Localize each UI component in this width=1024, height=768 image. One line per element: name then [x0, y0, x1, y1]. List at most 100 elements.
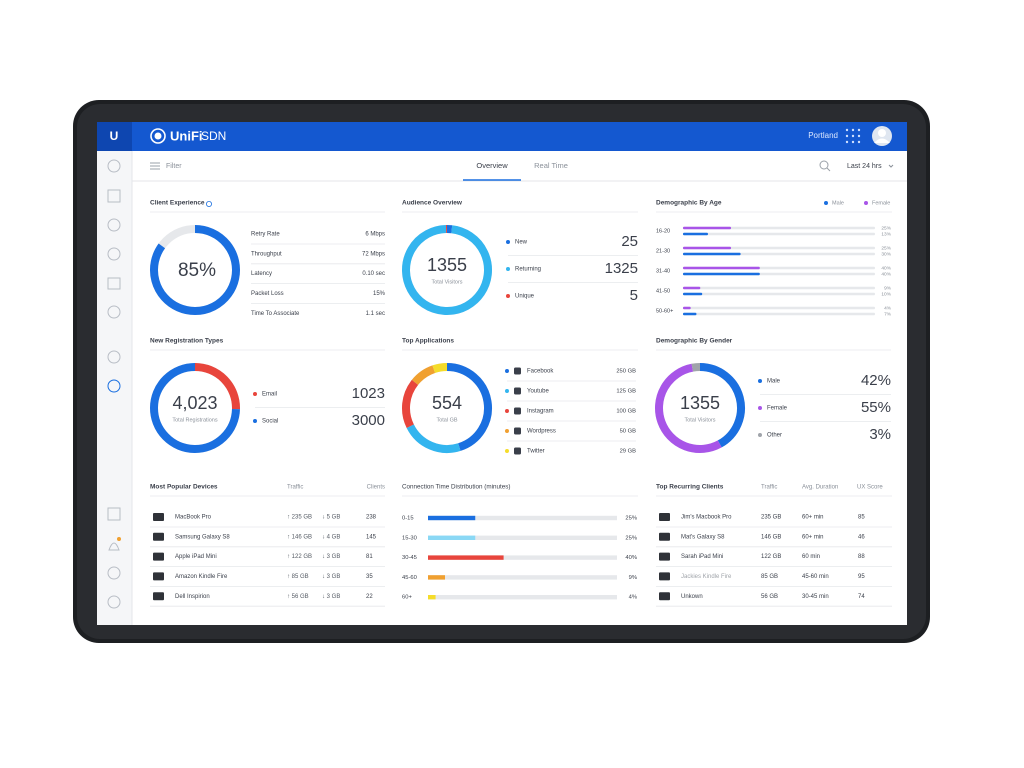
app-label: Facebook	[527, 369, 554, 375]
bar-track	[683, 232, 875, 236]
age-value: 10%	[881, 291, 891, 297]
client-name: Jim's Macbook Pro	[681, 515, 732, 521]
legend-value: 42%	[861, 372, 891, 389]
avatar-head	[878, 129, 886, 137]
legend-label: Female	[872, 200, 890, 206]
legend-label: Returning	[515, 267, 541, 273]
filter-icon[interactable]	[150, 162, 160, 170]
range-value: 9%	[629, 575, 637, 581]
age-value: 25%	[881, 245, 891, 251]
legend-dot	[505, 409, 509, 413]
column-header: Traffic	[761, 485, 777, 491]
section-title: New Registration Types	[150, 338, 224, 345]
donut-caption: Total GB	[436, 417, 457, 423]
ux-score: 88	[858, 554, 865, 560]
metric-value: 15%	[373, 291, 386, 297]
age-value: 40%	[881, 271, 891, 277]
search-icon[interactable]	[819, 160, 829, 170]
age-value: 7%	[884, 311, 892, 317]
legend-dot	[505, 429, 509, 433]
client-name: Unkown	[681, 594, 703, 600]
legend-value: 1023	[352, 385, 385, 402]
client-name: Jackies Kindle Fire	[681, 574, 732, 580]
donut-segment	[406, 424, 461, 453]
donut-segment	[691, 363, 701, 372]
app-value: 29 GB	[620, 449, 637, 455]
donut-total: 1355	[427, 255, 467, 275]
donut-segment	[699, 363, 745, 448]
donut-segment	[446, 363, 492, 451]
section-title: Client Experience	[150, 200, 205, 207]
legend-dot	[758, 433, 762, 437]
score-arc	[150, 225, 240, 315]
bar-track	[683, 312, 875, 316]
traffic-up: ↑ 56 GB	[287, 594, 309, 600]
client-duration: 60 min	[802, 554, 820, 560]
device-icon	[659, 532, 670, 541]
range-value: 4%	[629, 595, 637, 601]
legend-label: Social	[262, 419, 278, 425]
legend-label: Female	[767, 406, 788, 412]
device-icon	[153, 532, 164, 541]
app-icon	[514, 447, 521, 455]
legend-dot	[506, 267, 510, 271]
tab[interactable]: Overview	[476, 161, 508, 170]
metric-label: Throughput	[251, 251, 282, 257]
client-count: 238	[366, 515, 377, 521]
age-value: 25%	[881, 225, 891, 231]
apps-grid-icon[interactable]	[845, 128, 861, 144]
device-name: Samsung Galaxy S8	[175, 534, 230, 540]
legend-value: 5	[630, 287, 638, 304]
bar-track	[683, 306, 875, 310]
duration-bar	[428, 535, 476, 540]
logo-mark: U	[110, 129, 119, 143]
traffic-down: ↓ 3 GB	[322, 554, 340, 560]
dropdown-caret	[888, 164, 894, 168]
bar-track	[683, 286, 875, 290]
client-count: 81	[366, 554, 373, 560]
app-label: Wordpress	[527, 429, 556, 435]
client-name: Mat's Galaxy S8	[681, 534, 725, 540]
age-bar	[683, 286, 701, 290]
donut-segment	[655, 363, 722, 453]
tab[interactable]: Real Time	[534, 161, 568, 170]
client-count: 145	[366, 534, 377, 540]
donut-segment	[402, 225, 492, 315]
metric-value: 0.10 sec	[362, 271, 385, 277]
donut-total: 4,023	[172, 393, 217, 413]
age-bar	[683, 266, 760, 270]
client-traffic: 56 GB	[761, 594, 778, 600]
age-label: 41-50	[656, 288, 670, 294]
range-value: 25%	[625, 516, 637, 522]
client-duration: 60+ min	[802, 515, 824, 521]
section-title: Most Popular Devices	[150, 484, 218, 491]
device-icon	[153, 513, 164, 521]
device-name: Dell Inspirion	[175, 594, 210, 600]
bar-track	[428, 575, 617, 580]
section-title: Connection Time Distribution (minutes)	[402, 484, 511, 491]
metric-label: Latency	[251, 271, 272, 277]
ux-score: 95	[858, 574, 865, 580]
age-value: 40%	[881, 265, 891, 271]
site-name[interactable]: Portland	[808, 131, 838, 140]
column-header: UX Score	[857, 485, 883, 491]
traffic-up: ↑ 235 GB	[287, 515, 312, 521]
legend-label: Email	[262, 392, 277, 398]
sidebar-icons[interactable]	[107, 159, 121, 609]
legend-dot	[758, 406, 762, 410]
info-icon	[205, 200, 212, 207]
legend-value: 25	[621, 233, 638, 250]
app-icon	[514, 387, 521, 395]
product-name: SDN	[201, 129, 226, 143]
time-range-select[interactable]: Last 24 hrs	[847, 163, 882, 170]
metric-label: Retry Rate	[251, 232, 280, 238]
age-label: 16-20	[656, 228, 670, 234]
donut-segment	[411, 365, 436, 386]
device-icon	[153, 552, 164, 561]
age-value: 30%	[881, 251, 891, 257]
filter-input[interactable]: Filter	[166, 163, 182, 170]
client-duration: 60+ min	[802, 534, 824, 540]
device-icon	[153, 572, 164, 581]
